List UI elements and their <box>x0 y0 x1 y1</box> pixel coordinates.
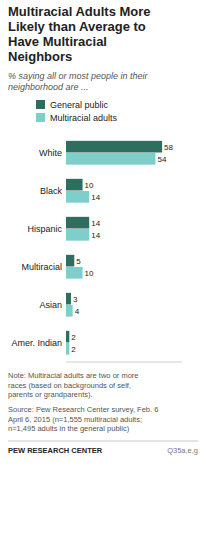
bar <box>66 305 73 317</box>
bar <box>66 255 74 267</box>
title: Multiracial Adults MoreLikely than Avera… <box>8 4 151 64</box>
bars <box>66 141 162 355</box>
category-label: Black <box>40 186 63 196</box>
data-label: 58 <box>164 143 173 152</box>
data-label: 54 <box>157 155 166 164</box>
bar <box>66 293 71 305</box>
bar <box>66 343 69 355</box>
footer-left: PEW RESEARCH CENTER <box>8 446 103 455</box>
legend-label: Multiracial adults <box>50 113 118 123</box>
category-label: White <box>39 148 62 158</box>
subtitle: % saying all or most people in theirneig… <box>8 71 149 92</box>
legend-label: General public <box>50 100 109 110</box>
legend-swatch <box>36 100 45 109</box>
data-label: 2 <box>71 345 76 354</box>
data-label: 3 <box>73 295 78 304</box>
legend: General public Multiracial adults <box>36 100 118 123</box>
bar <box>66 267 83 279</box>
data-label: 10 <box>85 181 94 190</box>
separator <box>8 441 198 442</box>
chart: Multiracial Adults MoreLikely than Avera… <box>0 0 206 553</box>
x-axis-line <box>66 362 182 363</box>
bar <box>66 217 89 229</box>
data-label: 14 <box>91 231 100 240</box>
category-label: Hispanic <box>27 224 62 234</box>
footer-right: Q35a,e,g <box>167 446 198 455</box>
bar <box>66 191 89 203</box>
bar <box>66 331 69 343</box>
data-label: 2 <box>71 333 76 342</box>
data-label: 10 <box>85 269 94 278</box>
bar <box>66 179 83 191</box>
category-label: Asian <box>39 300 62 310</box>
note: Note: Multiracial adults are two or more… <box>8 371 138 399</box>
bar <box>66 141 162 153</box>
category-label: Amer. Indian <box>11 338 62 348</box>
data-label: 14 <box>91 219 100 228</box>
category-label: Multiracial <box>21 262 62 272</box>
bar <box>66 229 89 241</box>
labels: White5854Black1014Hispanic1414Multiracia… <box>11 143 173 354</box>
legend-swatch <box>36 113 45 122</box>
data-label: 5 <box>76 257 81 266</box>
data-label: 4 <box>75 307 80 316</box>
bar <box>66 153 155 165</box>
data-label: 14 <box>91 193 100 202</box>
source: Source: Pew Research Center survey, Feb.… <box>8 405 158 433</box>
